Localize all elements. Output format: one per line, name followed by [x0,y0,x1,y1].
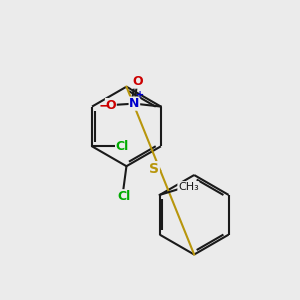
Text: −: − [98,98,110,112]
Text: O: O [106,99,116,112]
Text: CH₃: CH₃ [178,182,199,192]
Text: +: + [136,90,144,100]
Text: Cl: Cl [117,190,130,203]
Text: S: S [149,162,159,176]
Text: Cl: Cl [116,140,129,153]
Text: O: O [132,75,142,88]
Text: N: N [129,97,140,110]
